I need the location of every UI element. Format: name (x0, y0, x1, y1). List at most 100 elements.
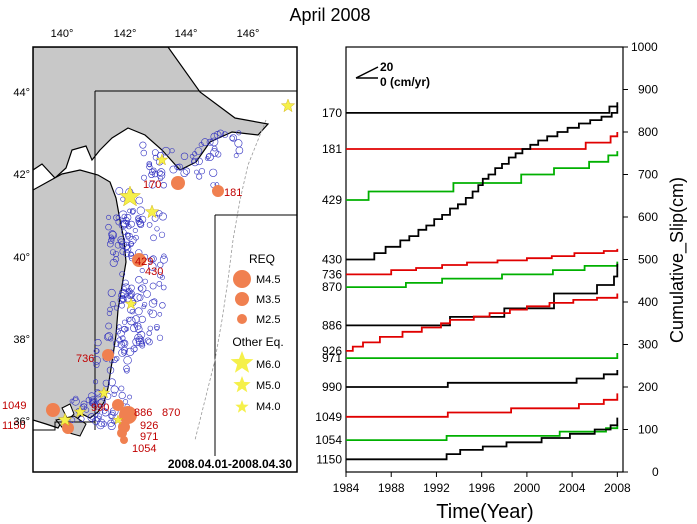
earthquake-circle (141, 304, 147, 310)
y-tick-label: 1000 (631, 40, 658, 54)
other-eq-star-icon (118, 185, 142, 207)
earthquake-circle (126, 291, 134, 299)
earthquake-circle (133, 234, 139, 241)
req-label: 870 (162, 407, 180, 419)
earthquake-circle (159, 255, 168, 264)
earthquake-circle (205, 153, 212, 159)
earthquake-circle (72, 395, 79, 402)
earthquake-circle (148, 299, 158, 308)
earthquake-circle (107, 237, 115, 244)
series-line-971 (346, 353, 619, 359)
velocity-scale-label: 0 (cm/yr) (380, 75, 430, 89)
series-line-429 (346, 151, 619, 201)
earthquake-circle (158, 212, 167, 221)
legend-star-icon (233, 376, 251, 393)
earthquake-circle (148, 262, 157, 271)
earthquake-circle (152, 154, 159, 161)
series-label: 430 (322, 253, 342, 267)
earthquake-circle (126, 347, 135, 357)
earthquake-circle (119, 296, 127, 303)
y-tick-label: 600 (638, 210, 658, 224)
earthquake-circle (121, 326, 128, 333)
earthquake-circle (206, 138, 214, 146)
earthquake-circle (118, 391, 126, 400)
earthquake-circle (137, 285, 144, 292)
earthquake-circle (112, 340, 120, 347)
lat-tick-label: 38° (13, 334, 30, 346)
earthquake-circle (180, 169, 189, 177)
earthquake-circle (105, 223, 112, 231)
earthquake-circle (71, 397, 80, 406)
legend-other-item: M5.0 (256, 380, 280, 392)
x-tick-label: 1984 (333, 481, 360, 495)
req-label: 181 (224, 187, 242, 199)
earthquake-circle (96, 421, 105, 430)
other-eq-star-icon (57, 412, 73, 427)
x-tick-label: 2004 (559, 481, 586, 495)
lon-tick-label: 142° (114, 28, 137, 40)
req-marker (132, 253, 146, 267)
earthquake-circle (118, 348, 127, 357)
earthquake-circle (107, 419, 115, 427)
series-layer (346, 102, 619, 461)
earthquake-circle (110, 385, 119, 394)
earthquake-circle (157, 311, 163, 317)
series-label: 1150 (316, 452, 342, 466)
y-tick-label: 300 (638, 338, 658, 352)
req-marker (117, 428, 127, 438)
series-label: 170 (322, 106, 342, 120)
earthquake-circle (111, 391, 117, 397)
earthquake-circle (135, 276, 143, 284)
series-line-170 (346, 102, 619, 114)
earthquake-circle (194, 147, 203, 155)
earthquake-circle (221, 131, 229, 138)
earthquake-circle (135, 196, 144, 205)
earthquake-circle (87, 413, 96, 422)
y-tick-label: 0 (652, 465, 659, 479)
map-legend: REQ M4.5 M3.5 M2.5 Other Eq. M6.0 M5.0 M… (230, 252, 284, 413)
earthquake-circle (235, 146, 244, 155)
x-tick-label: 2008 (604, 481, 631, 495)
req-label: 1054 (132, 443, 156, 455)
earthquake-circle (94, 408, 101, 415)
earthquake-circle (69, 417, 76, 423)
earthquake-circle (160, 274, 165, 280)
earthquake-circle (85, 397, 92, 404)
earthquake-circle (126, 316, 132, 323)
earthquake-circle (125, 232, 131, 239)
earthquake-circle (113, 251, 120, 258)
earthquake-circle (129, 308, 136, 315)
earthquake-circle (147, 309, 153, 315)
earthquake-circle (156, 171, 166, 180)
earthquake-circle (135, 216, 141, 222)
other-eq-star-icon (280, 98, 296, 113)
region-outline-south (33, 421, 95, 431)
earthquake-circle (151, 149, 159, 156)
earthquake-circle (139, 342, 146, 349)
req-marker (119, 406, 137, 424)
y-tick-label: 100 (638, 423, 658, 437)
earthquake-circle (198, 168, 205, 175)
earthquake-circle (210, 132, 219, 141)
req-label: 1049 (2, 400, 26, 412)
earthquake-circle (106, 310, 112, 316)
map-land (33, 47, 270, 437)
earthquake-circle (123, 365, 130, 372)
earthquake-circle (124, 214, 132, 222)
earthquake-circle (118, 291, 126, 299)
legend-other-item: M4.0 (256, 401, 280, 413)
series-line-1049 (346, 393, 619, 418)
earthquake-circle (135, 338, 145, 347)
earthquake-circle (194, 169, 199, 175)
series-label: 886 (322, 318, 342, 332)
earthquake-circle (109, 236, 115, 242)
earthquake-circle (88, 396, 98, 405)
earthquake-circle (124, 232, 130, 238)
figure-title: April 2008 (289, 5, 370, 25)
earthquake-circle (125, 232, 134, 241)
earthquake-circle (121, 229, 127, 235)
x-tick-label: 2000 (514, 481, 541, 495)
earthquake-circle (137, 221, 145, 229)
